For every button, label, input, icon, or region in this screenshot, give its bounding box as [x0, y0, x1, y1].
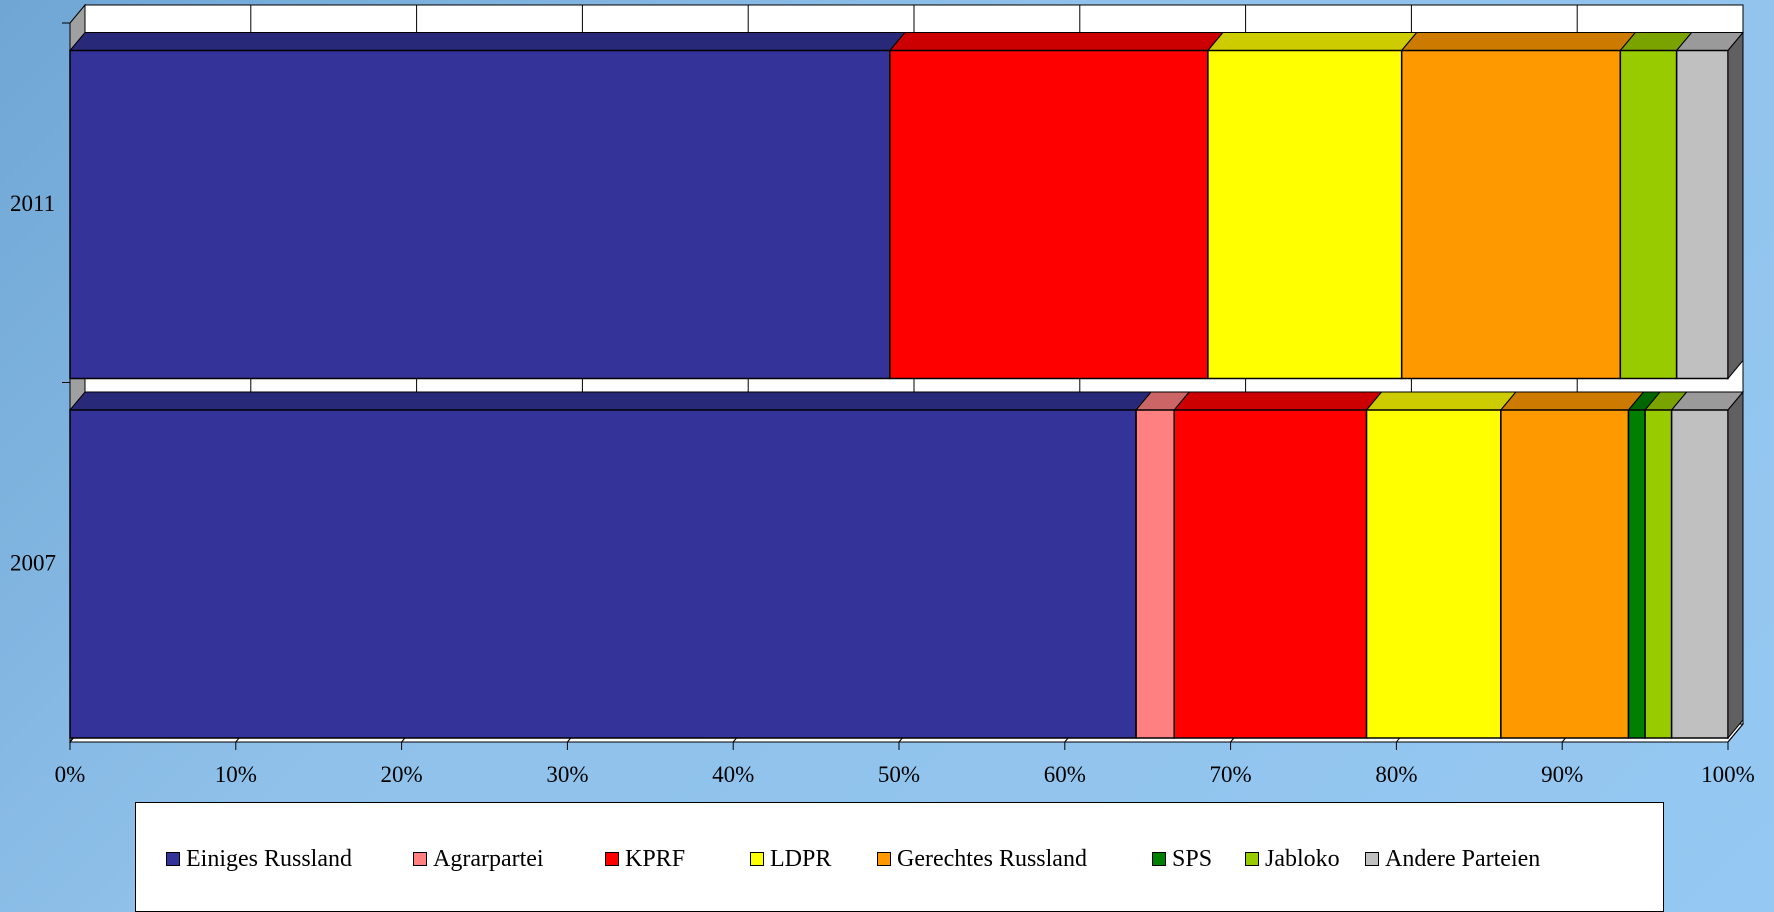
- x-tick-label: 40%: [712, 762, 754, 787]
- legend-label: Jabloko: [1265, 845, 1340, 872]
- bar: [1173, 409, 1368, 739]
- x-tick-label: 100%: [1701, 762, 1755, 787]
- x-tick-label: 50%: [878, 762, 920, 787]
- bar: [1619, 49, 1678, 380]
- bar-top: [1365, 391, 1517, 411]
- x-tick-label: 20%: [381, 762, 423, 787]
- bar: [1365, 409, 1502, 739]
- x-tick-label: 10%: [215, 762, 257, 787]
- bar: [1644, 409, 1673, 739]
- bar-top: [888, 32, 1224, 51]
- bar-top: [1173, 391, 1383, 411]
- legend-item: LDPR: [750, 846, 831, 872]
- bar-top: [1206, 32, 1418, 51]
- x-tick-label: 70%: [1210, 762, 1252, 787]
- legend-swatch: [166, 852, 180, 866]
- legend-item: Agrarpartei: [413, 846, 544, 872]
- x-tick-label: 90%: [1541, 762, 1583, 787]
- bar: [1627, 409, 1646, 739]
- bar-top: [1400, 32, 1637, 51]
- legend-label: Einiges Russland: [186, 845, 352, 872]
- legend-label: Gerechtes Russland: [897, 845, 1087, 872]
- bar: [69, 49, 891, 380]
- bars: [68, 31, 1745, 740]
- x-tick-label: 60%: [1044, 762, 1086, 787]
- bar: [1400, 49, 1622, 380]
- bar-top: [68, 32, 906, 51]
- x-tick-label: 80%: [1375, 762, 1417, 787]
- legend-label: Agrarpartei: [433, 845, 544, 872]
- legend-item: Andere Parteien: [1365, 846, 1540, 872]
- x-tick-label: 30%: [546, 762, 588, 787]
- legend-label: KPRF: [625, 845, 686, 872]
- bar-side: [1727, 31, 1744, 380]
- x-tick-label: 0%: [55, 762, 86, 787]
- legend-item: SPS: [1152, 846, 1212, 872]
- legend: Einiges Russland Agrarpartei KPRF LDPR Gerec…: [135, 802, 1664, 912]
- legend-label: LDPR: [770, 845, 832, 872]
- legend-item: Einiges Russland: [166, 846, 352, 872]
- legend-label: SPS: [1172, 845, 1213, 872]
- bar-top: [1499, 391, 1645, 411]
- bar-side: [1727, 390, 1744, 740]
- x-axis-tick-labels: 0% 10% 20% 30% 40% 50% 60% 70% 80% 90% 100%: [55, 762, 1755, 787]
- bar: [1675, 49, 1729, 380]
- y-category-label: 2011: [10, 191, 55, 216]
- bar: [1135, 409, 1175, 739]
- legend-item: KPRF: [605, 846, 685, 872]
- legend-swatch: [877, 852, 891, 866]
- legend-label: Andere Parteien: [1385, 845, 1541, 872]
- bar: [69, 409, 1137, 739]
- legend-swatch: [605, 852, 619, 866]
- bar: [889, 49, 1209, 380]
- bar: [1207, 49, 1403, 380]
- y-axis-category-labels: 2011 2007: [10, 191, 56, 576]
- legend-swatch: [413, 852, 427, 866]
- legend-item: Gerechtes Russland: [877, 846, 1087, 872]
- legend-swatch: [1152, 852, 1166, 866]
- bar: [1670, 409, 1729, 739]
- bar: [1500, 409, 1630, 739]
- legend-item: Jabloko: [1245, 846, 1340, 872]
- floor-gridline: [1727, 723, 1744, 743]
- legend-swatch: [1365, 852, 1379, 866]
- legend-swatch: [750, 852, 764, 866]
- bar-top: [68, 391, 1153, 411]
- y-category-label: 2007: [10, 550, 56, 575]
- legend-swatch: [1245, 852, 1259, 866]
